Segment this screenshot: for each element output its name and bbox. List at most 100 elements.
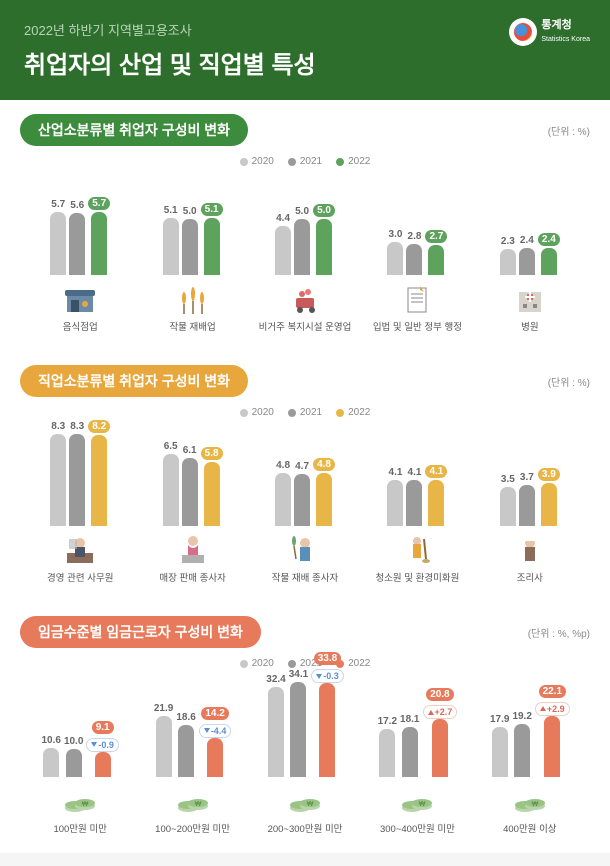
legend-item: 2020 bbox=[240, 156, 274, 167]
bar-group: 4.1 4.1 4.1 bbox=[387, 426, 447, 526]
bar-wrap: 34.1 bbox=[289, 669, 308, 777]
doc-icon bbox=[392, 279, 442, 317]
bar-group: 4.8 4.7 4.8 bbox=[275, 426, 335, 526]
bar bbox=[402, 727, 418, 777]
bar-wrap: 5.0 bbox=[182, 206, 198, 275]
bar bbox=[275, 473, 291, 526]
bar-value: 6.5 bbox=[164, 441, 178, 452]
bar-wrap: 3.7 bbox=[519, 472, 535, 526]
chart-group: 2.3 2.4 2.4 병원 bbox=[474, 175, 586, 333]
svg-text:₩: ₩ bbox=[532, 801, 539, 808]
bar bbox=[316, 219, 332, 275]
chart-group: 17.9 19.2 22.1+2.9 ₩400만원 이상 bbox=[474, 677, 586, 835]
chart-group: 17.2 18.1 20.8+2.7 ₩300~400만원 미만 bbox=[361, 677, 473, 835]
bar-wrap: 4.8 bbox=[313, 458, 335, 526]
legend-item: 2022 bbox=[336, 156, 370, 167]
unit-label: (단위 : %) bbox=[548, 123, 590, 138]
bar-value: 4.8 bbox=[276, 460, 290, 471]
bar bbox=[178, 725, 194, 777]
bar bbox=[204, 218, 220, 275]
bar-wrap: 18.1 bbox=[400, 714, 419, 777]
bar-wrap: 5.1 bbox=[201, 203, 223, 275]
section-title: 직업소분류별 취업자 구성비 변화 bbox=[20, 365, 248, 397]
header-title: 취업자의 산업 및 직업별 특성 bbox=[24, 45, 586, 80]
bar-wrap: 19.2 bbox=[512, 711, 531, 777]
category-label: 병원 bbox=[521, 319, 538, 333]
svg-text:₩: ₩ bbox=[82, 801, 89, 808]
bar bbox=[519, 248, 535, 275]
bar-wrap: 8.2 bbox=[88, 420, 110, 526]
change-badge: +2.7 bbox=[423, 705, 458, 719]
money-icon: ₩ bbox=[55, 781, 105, 819]
bar-wrap: 10.6 bbox=[41, 735, 60, 777]
bar bbox=[428, 480, 444, 526]
bar-wrap: 8.3 bbox=[69, 421, 85, 526]
bar-value-highlight: 33.8 bbox=[314, 652, 341, 665]
bar-value: 5.6 bbox=[70, 200, 84, 211]
chart-group: 10.6 10.0 9.1-0.9 ₩100만원 미만 bbox=[24, 677, 136, 835]
bar bbox=[66, 749, 82, 777]
arrow-up-icon bbox=[540, 706, 546, 711]
bar-value: 2.4 bbox=[520, 235, 534, 246]
bar-value: 4.1 bbox=[389, 467, 403, 478]
bar bbox=[163, 218, 179, 275]
bar bbox=[43, 748, 59, 777]
sales-icon bbox=[168, 530, 218, 568]
chart-group: 4.4 5.0 5.0 비거주 복지시설 운영업 bbox=[249, 175, 361, 333]
chart-group: 3.0 2.8 2.7 입법 및 일반 정부 행정 bbox=[361, 175, 473, 333]
section-s2: 직업소분류별 취업자 구성비 변화 (단위 : %) 202020212022 … bbox=[0, 351, 610, 602]
bar-value: 32.4 bbox=[266, 674, 285, 685]
legend-item: 2021 bbox=[288, 407, 322, 418]
bar-wrap: 18.6 bbox=[176, 712, 195, 777]
cart-icon bbox=[280, 279, 330, 317]
bar-wrap: 14.2-4.4 bbox=[199, 707, 232, 777]
bar-wrap: 5.0 bbox=[313, 204, 335, 275]
bar-group: 3.0 2.8 2.7 bbox=[387, 175, 447, 275]
bar-group: 32.4 34.1 33.8-0.3 bbox=[266, 677, 343, 777]
bar bbox=[182, 219, 198, 275]
category-label: 100~200만원 미만 bbox=[155, 821, 230, 835]
bar bbox=[95, 752, 111, 777]
change-badge: -0.9 bbox=[86, 738, 119, 752]
bar-group: 21.9 18.6 14.2-4.4 bbox=[154, 677, 231, 777]
category-label: 매장 판매 종사자 bbox=[159, 570, 225, 584]
bar bbox=[519, 485, 535, 526]
bar-value: 5.1 bbox=[164, 205, 178, 216]
bar bbox=[91, 212, 107, 275]
unit-label: (단위 : %, %p) bbox=[528, 625, 590, 640]
bar-wrap: 33.8-0.3 bbox=[311, 652, 344, 777]
bar bbox=[541, 248, 557, 275]
category-label: 비거주 복지시설 운영업 bbox=[259, 319, 352, 333]
chart-row: 10.6 10.0 9.1-0.9 ₩100만원 미만 21.9 18.6 14… bbox=[20, 677, 590, 835]
bar-wrap: 2.7 bbox=[425, 230, 447, 275]
bar-group: 5.1 5.0 5.1 bbox=[163, 175, 223, 275]
bar-value-highlight: 3.9 bbox=[538, 468, 560, 481]
money-icon: ₩ bbox=[168, 781, 218, 819]
bar bbox=[91, 435, 107, 526]
bar bbox=[541, 483, 557, 526]
bar bbox=[163, 454, 179, 526]
bar-value-highlight: 5.0 bbox=[313, 204, 335, 217]
bar bbox=[492, 727, 508, 777]
bar bbox=[319, 683, 335, 777]
bar-wrap: 22.1+2.9 bbox=[535, 685, 570, 777]
bar-value: 10.6 bbox=[41, 735, 60, 746]
bar-wrap: 4.7 bbox=[294, 461, 310, 526]
bar bbox=[290, 682, 306, 777]
bar bbox=[406, 244, 422, 275]
bar-group: 5.7 5.6 5.7 bbox=[50, 175, 110, 275]
section-header: 산업소분류별 취업자 구성비 변화 (단위 : %) bbox=[20, 114, 590, 146]
chart-group: 3.5 3.7 3.9 조리사 bbox=[474, 426, 586, 584]
bar-group: 6.5 6.1 5.8 bbox=[163, 426, 223, 526]
bar bbox=[387, 242, 403, 275]
bar-wrap: 3.9 bbox=[538, 468, 560, 526]
unit-label: (단위 : %) bbox=[548, 374, 590, 389]
bar-wrap: 4.4 bbox=[275, 213, 291, 275]
category-label: 400만원 이상 bbox=[503, 821, 556, 835]
category-label: 200~300만원 미만 bbox=[268, 821, 343, 835]
bar-wrap: 17.2 bbox=[378, 716, 397, 777]
svg-text:₩: ₩ bbox=[194, 801, 201, 808]
bar-value-highlight: 5.7 bbox=[88, 197, 110, 210]
bar-wrap: 3.5 bbox=[500, 474, 516, 526]
category-label: 작물 재배 종사자 bbox=[272, 570, 338, 584]
